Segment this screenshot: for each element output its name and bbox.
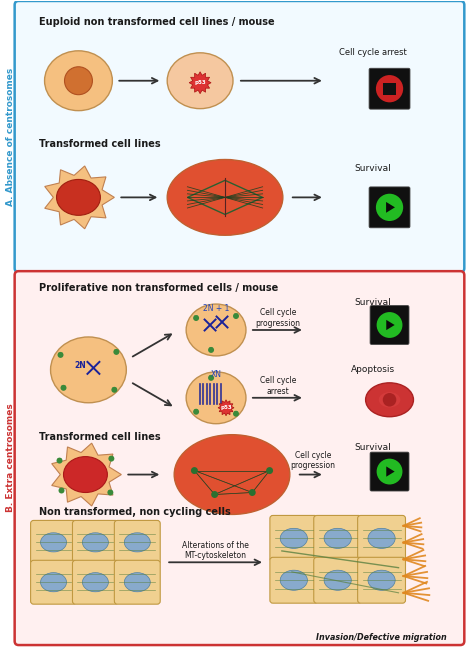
- Text: Proliferative non transformed cells / mouse: Proliferative non transformed cells / mo…: [38, 283, 278, 293]
- Text: XN: XN: [211, 370, 221, 380]
- FancyBboxPatch shape: [73, 561, 118, 604]
- Text: Invasion/Defective migration: Invasion/Defective migration: [316, 633, 447, 642]
- Ellipse shape: [57, 180, 101, 215]
- Circle shape: [233, 411, 239, 417]
- FancyBboxPatch shape: [114, 520, 160, 564]
- Text: p53: p53: [194, 80, 206, 85]
- Circle shape: [60, 385, 66, 391]
- Ellipse shape: [368, 529, 395, 548]
- Circle shape: [65, 67, 92, 94]
- Circle shape: [109, 456, 114, 462]
- FancyBboxPatch shape: [370, 305, 409, 344]
- Ellipse shape: [280, 529, 307, 548]
- Text: Euploid non transformed cell lines / mouse: Euploid non transformed cell lines / mou…: [38, 17, 274, 27]
- Circle shape: [113, 349, 119, 355]
- Circle shape: [208, 347, 214, 353]
- Polygon shape: [386, 320, 395, 330]
- Ellipse shape: [186, 372, 246, 424]
- Circle shape: [57, 458, 63, 464]
- FancyBboxPatch shape: [369, 187, 410, 228]
- Text: Transformed cell lines: Transformed cell lines: [38, 139, 160, 148]
- Circle shape: [377, 459, 402, 484]
- Circle shape: [193, 315, 199, 321]
- Text: 2N: 2N: [74, 361, 86, 370]
- Text: Survival: Survival: [354, 298, 391, 307]
- Text: Non transformed, non cycling cells: Non transformed, non cycling cells: [38, 508, 230, 518]
- Text: Cell cycle arrest: Cell cycle arrest: [339, 48, 407, 57]
- Polygon shape: [189, 72, 211, 94]
- FancyBboxPatch shape: [73, 520, 118, 564]
- Text: Cell cycle
arrest: Cell cycle arrest: [260, 376, 296, 396]
- Text: Survival: Survival: [354, 443, 391, 452]
- Circle shape: [233, 313, 239, 319]
- Ellipse shape: [379, 392, 400, 408]
- Circle shape: [383, 393, 396, 407]
- Ellipse shape: [82, 533, 109, 552]
- Circle shape: [58, 352, 64, 358]
- FancyBboxPatch shape: [314, 557, 362, 603]
- Text: B. Extra centrosomes: B. Extra centrosomes: [6, 403, 15, 512]
- Circle shape: [191, 467, 198, 474]
- Ellipse shape: [124, 533, 150, 552]
- Circle shape: [111, 387, 117, 393]
- Ellipse shape: [82, 573, 109, 592]
- Ellipse shape: [186, 304, 246, 356]
- Ellipse shape: [324, 529, 351, 548]
- Bar: [383, 83, 395, 95]
- Circle shape: [249, 489, 256, 496]
- FancyBboxPatch shape: [358, 516, 405, 561]
- Circle shape: [107, 490, 113, 495]
- Text: Apoptosis: Apoptosis: [351, 365, 395, 374]
- Text: A. Absence of centrosomes: A. Absence of centrosomes: [6, 68, 15, 206]
- Text: Survival: Survival: [354, 164, 391, 173]
- FancyBboxPatch shape: [15, 271, 464, 645]
- Ellipse shape: [44, 51, 112, 111]
- Ellipse shape: [167, 53, 233, 109]
- Polygon shape: [386, 466, 395, 477]
- FancyBboxPatch shape: [314, 516, 362, 561]
- Polygon shape: [45, 166, 114, 229]
- Circle shape: [208, 375, 214, 381]
- Circle shape: [377, 312, 402, 338]
- Ellipse shape: [41, 533, 66, 552]
- Ellipse shape: [366, 383, 413, 417]
- FancyBboxPatch shape: [270, 557, 318, 603]
- Ellipse shape: [64, 456, 107, 493]
- FancyBboxPatch shape: [15, 1, 464, 272]
- Ellipse shape: [167, 159, 283, 235]
- Ellipse shape: [368, 570, 395, 590]
- Polygon shape: [218, 400, 234, 416]
- Text: Cell cycle
progression: Cell cycle progression: [256, 309, 300, 327]
- Circle shape: [193, 409, 199, 415]
- Ellipse shape: [174, 435, 290, 514]
- Text: Cell cycle
progression: Cell cycle progression: [290, 451, 335, 470]
- Circle shape: [58, 488, 65, 493]
- Ellipse shape: [324, 570, 351, 590]
- Ellipse shape: [124, 573, 150, 592]
- Ellipse shape: [41, 573, 66, 592]
- FancyBboxPatch shape: [30, 520, 76, 564]
- FancyBboxPatch shape: [369, 68, 410, 109]
- FancyBboxPatch shape: [114, 561, 160, 604]
- Text: p53: p53: [220, 406, 232, 410]
- Ellipse shape: [280, 570, 307, 590]
- Polygon shape: [51, 443, 121, 506]
- Ellipse shape: [51, 337, 126, 403]
- Circle shape: [266, 467, 273, 474]
- Circle shape: [211, 491, 218, 498]
- Text: 2N + 1: 2N + 1: [203, 303, 229, 312]
- FancyBboxPatch shape: [30, 561, 76, 604]
- Polygon shape: [386, 202, 395, 213]
- Text: Transformed cell lines: Transformed cell lines: [38, 432, 160, 441]
- FancyBboxPatch shape: [270, 516, 318, 561]
- FancyBboxPatch shape: [358, 557, 405, 603]
- FancyBboxPatch shape: [370, 452, 409, 491]
- Circle shape: [376, 75, 403, 102]
- Circle shape: [376, 194, 403, 221]
- Text: Alterations of the
MT-cytoskeleton: Alterations of the MT-cytoskeleton: [182, 540, 249, 560]
